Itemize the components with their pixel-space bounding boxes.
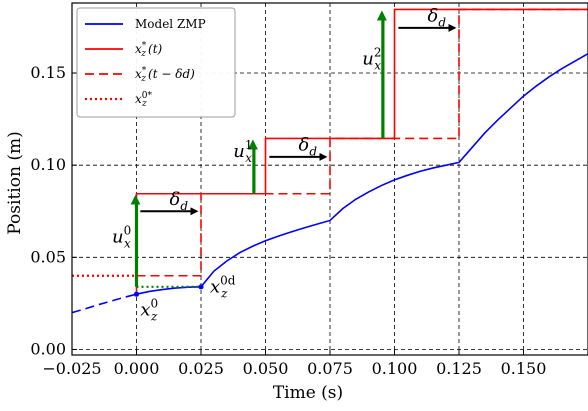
series-line-1 — [71, 293, 137, 314]
series-line-0 — [136, 52, 588, 295]
arrows — [130, 10, 457, 287]
legend-label-3: x0* z — [135, 91, 153, 109]
markers — [133, 284, 204, 297]
legend: Model ZMP x* z (t) x* z (t − δd) x0* z — [76, 7, 236, 118]
x-axis-label: Time (s) — [273, 383, 343, 403]
y-axis-label: Position (m) — [5, 131, 25, 234]
annotation-delta2: δd — [299, 134, 318, 158]
x-tick-label-6: 0.125 — [436, 359, 482, 378]
x-tick-label-7: 0.150 — [501, 359, 547, 378]
legend-label-2: x* z (t − δd) — [135, 66, 195, 84]
legend-box — [76, 7, 236, 118]
annotation-xz0d: x0d z — [210, 273, 236, 300]
annotation-ux2: u2 x — [362, 46, 381, 73]
x-tick-label-3: 0.050 — [243, 359, 289, 378]
legend-label-0: Model ZMP — [135, 17, 206, 31]
zmp-point-1 — [198, 284, 204, 290]
annotation-delta1: δd — [170, 189, 189, 213]
annotation-ux0: u0 x — [112, 224, 131, 251]
series — [71, 8, 588, 314]
y-tick-label-2: 0.10 — [30, 155, 66, 174]
series-line-3 — [136, 8, 588, 277]
x-tick-label-5: 0.100 — [372, 359, 418, 378]
annotation-xz0: x0 z — [140, 296, 158, 323]
ticks: −0.025 0.000 0.025 0.050 0.075 0.100 0.125 0.15… — [30, 63, 546, 378]
x-tick-label-1: 0.000 — [114, 359, 160, 378]
y-tick-label-3: 0.15 — [30, 63, 66, 82]
y-tick-label-0: 0.00 — [30, 339, 66, 358]
x-tick-label-2: 0.025 — [178, 359, 224, 378]
x-tick-label-0: −0.025 — [42, 359, 101, 378]
legend-label-1: x* z (t) — [135, 41, 163, 59]
annotation-ux1: u1 x — [233, 138, 252, 165]
zmp-point-0 — [133, 291, 140, 297]
y-tick-label-1: 0.05 — [30, 247, 66, 266]
annotation-delta3: δd — [428, 5, 447, 29]
series-line-2 — [135, 8, 588, 295]
x-tick-label-4: 0.075 — [307, 359, 353, 378]
annotations: u0 x u1 x u2 x δd δd δd x0 z x0d z — [112, 5, 446, 323]
